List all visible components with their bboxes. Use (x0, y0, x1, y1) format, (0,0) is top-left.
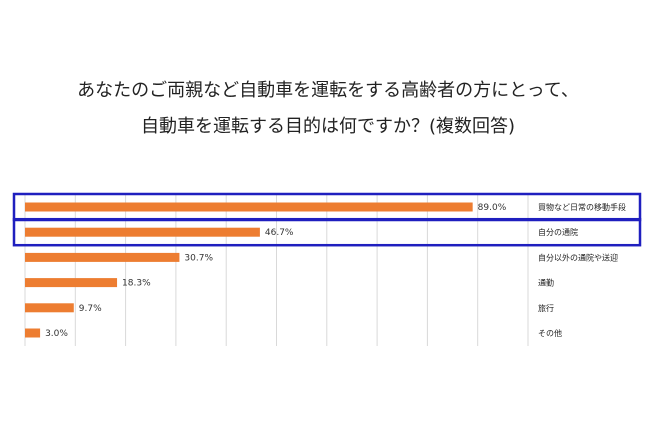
data-label-5: 9.7% (79, 304, 102, 314)
category-label-1: 買物など日常の移動手段 (538, 202, 626, 212)
category-label-2: 自分の通院 (538, 227, 578, 237)
chart-title-line-1: あなたのご両親など自動車を運転をする高齢者の方にとって、 (77, 80, 579, 101)
category-label-4: 通勤 (538, 278, 554, 288)
category-label-5: 旅行 (538, 303, 554, 313)
data-label-4: 18.3% (122, 279, 151, 289)
data-label-3: 30.7% (184, 253, 213, 263)
bar-1 (25, 202, 473, 212)
highlight-box-2 (12, 217, 642, 247)
chart-title-line-2: 自動車を運転する目的は何ですか？(複数回答) (140, 116, 516, 137)
data-label-2: 46.7% (265, 228, 294, 238)
bar-2 (25, 227, 260, 237)
bar-5 (25, 303, 74, 313)
data-label-1: 89.0% (478, 203, 507, 213)
bar-4 (25, 278, 118, 288)
bar-3 (25, 252, 180, 262)
bar-6 (25, 328, 41, 338)
category-label-6: その他 (538, 328, 562, 338)
category-label-3: 自分以外の通院や送迎 (538, 252, 618, 262)
data-label-6: 3.0% (45, 329, 68, 339)
